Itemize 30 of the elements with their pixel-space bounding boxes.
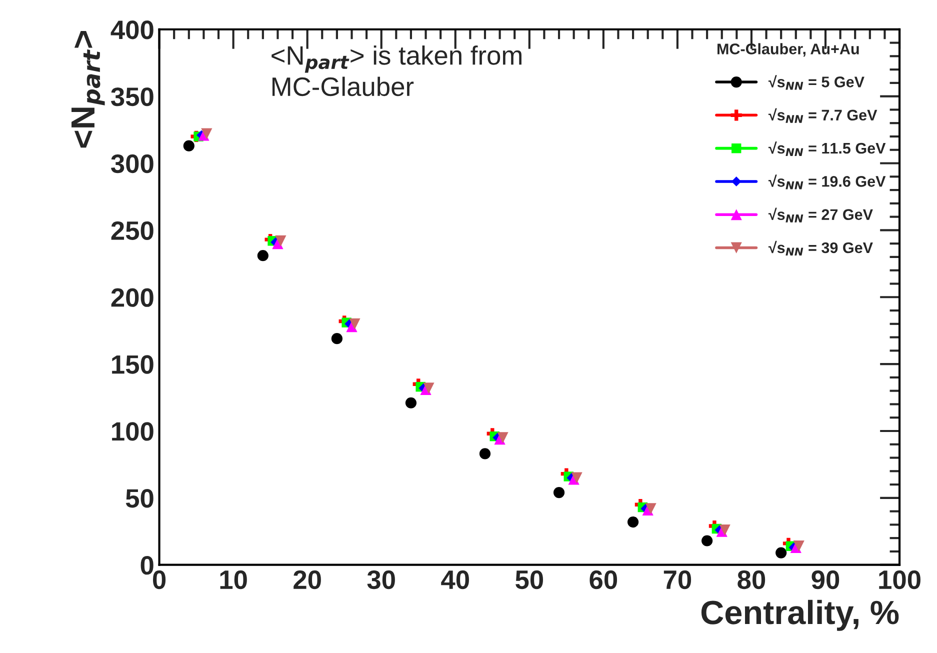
y-tick-label: 50	[126, 489, 154, 508]
legend-label: √s$_{NN}$ = 39 GeV	[768, 240, 873, 256]
y-tick-label: 300	[111, 154, 154, 174]
y-tick-label: 200	[111, 288, 154, 307]
y-axis-title: <N$_{part}$>	[72, 31, 105, 148]
x-tick-label: 40	[441, 570, 469, 590]
annotation: <N$_{part}$> is taken from MC-Glauber	[272, 45, 522, 96]
x-tick-label: 100	[879, 570, 920, 590]
x-tick-label: 90	[812, 570, 840, 590]
x-tick-label: 0	[152, 570, 166, 590]
x-tick-label: 60	[590, 570, 618, 590]
legend-label: √s$_{NN}$ = 11.5 GeV	[768, 141, 886, 156]
legend-title: MC-Glauber, Au+Au	[718, 43, 859, 57]
y-tick-label: 150	[112, 355, 154, 374]
legend-label: √s$_{NN}$ = 27 GeV	[768, 208, 873, 222]
legend-label: √s$_{NN}$ = 7.7 GeV	[768, 108, 878, 123]
y-tick-label: 250	[111, 221, 154, 240]
x-tick-label: 70	[664, 570, 692, 590]
y-tick-label: 400	[110, 20, 154, 40]
x-tick-label: 50	[516, 570, 543, 590]
x-tick-label: 30	[367, 570, 395, 590]
y-tick-label: 100	[112, 422, 154, 441]
x-tick-label: 10	[220, 570, 247, 590]
y-tick-label: 350	[111, 87, 154, 106]
legend-label: √s$_{NN}$ = 19.6 GeV	[768, 174, 886, 190]
x-tick-label: 80	[738, 570, 766, 590]
x-axis-title: Centrality, %	[701, 600, 899, 631]
legend-label: √s$_{NN}$ = 5 GeV	[768, 75, 864, 90]
y-tick-label: 0	[140, 556, 154, 575]
x-tick-label: 20	[294, 570, 321, 590]
